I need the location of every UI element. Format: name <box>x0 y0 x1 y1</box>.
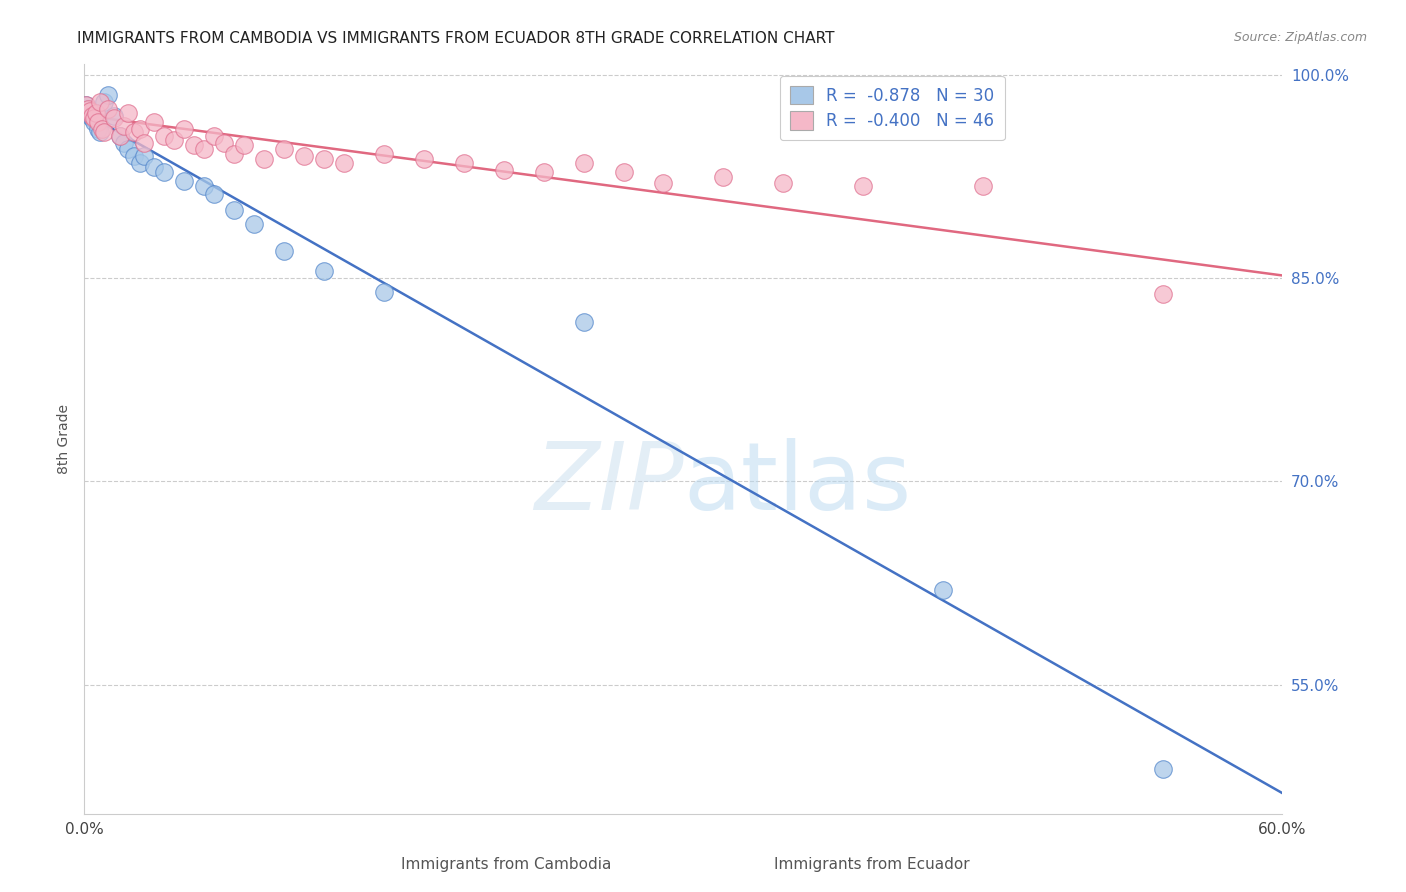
Point <box>1152 287 1174 301</box>
Point <box>79 104 101 119</box>
Point <box>87 115 110 129</box>
Point <box>89 125 111 139</box>
Point <box>124 125 146 139</box>
Point <box>153 165 176 179</box>
Point <box>77 102 100 116</box>
Point <box>89 95 111 109</box>
Point <box>143 160 166 174</box>
Point <box>129 156 152 170</box>
Point <box>202 128 225 143</box>
Point <box>572 314 595 328</box>
Point <box>453 156 475 170</box>
Point <box>82 112 104 126</box>
Point <box>412 152 434 166</box>
Text: Immigrants from Cambodia: Immigrants from Cambodia <box>401 857 612 872</box>
Point <box>143 115 166 129</box>
Point <box>110 128 132 143</box>
Point <box>212 136 235 150</box>
Point <box>492 162 515 177</box>
Point <box>972 179 994 194</box>
Point <box>253 152 276 166</box>
Point <box>193 179 215 194</box>
Point <box>312 152 335 166</box>
Point <box>79 109 101 123</box>
Point <box>91 122 114 136</box>
Point <box>333 156 356 170</box>
Point <box>224 146 246 161</box>
Point <box>82 109 104 123</box>
Point <box>173 173 195 187</box>
Point <box>134 149 156 163</box>
Point <box>97 88 120 103</box>
Text: Immigrants from Ecuador: Immigrants from Ecuador <box>773 857 970 872</box>
Point <box>134 136 156 150</box>
Legend: R =  -0.878   N = 30, R =  -0.400   N = 46: R = -0.878 N = 30, R = -0.400 N = 46 <box>780 76 1004 140</box>
Point <box>193 143 215 157</box>
Point <box>772 177 794 191</box>
Y-axis label: 8th Grade: 8th Grade <box>58 404 72 474</box>
Point <box>173 122 195 136</box>
Point <box>124 149 146 163</box>
Point <box>202 187 225 202</box>
Point <box>163 133 186 147</box>
Point <box>87 122 110 136</box>
Point <box>1152 762 1174 776</box>
Point <box>75 97 97 112</box>
Point <box>224 203 246 218</box>
Point <box>93 125 115 139</box>
Point <box>292 149 315 163</box>
Point <box>932 582 955 597</box>
Text: Source: ZipAtlas.com: Source: ZipAtlas.com <box>1233 31 1367 45</box>
Point <box>312 264 335 278</box>
Point <box>103 109 125 123</box>
Text: atlas: atlas <box>683 438 911 530</box>
Point <box>86 106 108 120</box>
Point <box>183 138 205 153</box>
Point <box>86 106 108 120</box>
Point <box>97 102 120 116</box>
Point <box>273 244 295 258</box>
Point <box>110 128 132 143</box>
Point <box>117 143 139 157</box>
Point <box>83 115 105 129</box>
Point <box>112 120 135 134</box>
Point <box>373 146 395 161</box>
Text: IMMIGRANTS FROM CAMBODIA VS IMMIGRANTS FROM ECUADOR 8TH GRADE CORRELATION CHART: IMMIGRANTS FROM CAMBODIA VS IMMIGRANTS F… <box>77 31 835 46</box>
Point <box>75 97 97 112</box>
Point <box>612 165 634 179</box>
Point <box>153 128 176 143</box>
Point <box>233 138 256 153</box>
Point <box>117 106 139 120</box>
Point <box>243 217 266 231</box>
Point <box>533 165 555 179</box>
Point <box>273 143 295 157</box>
Text: ZIP: ZIP <box>534 438 683 529</box>
Point <box>572 156 595 170</box>
Point <box>129 122 152 136</box>
Point <box>711 169 734 184</box>
Point <box>852 179 875 194</box>
Point <box>83 112 105 126</box>
Point <box>77 102 100 116</box>
Point <box>112 136 135 150</box>
Point <box>652 177 675 191</box>
Point <box>103 112 125 126</box>
Point <box>373 285 395 299</box>
Point <box>93 95 115 109</box>
